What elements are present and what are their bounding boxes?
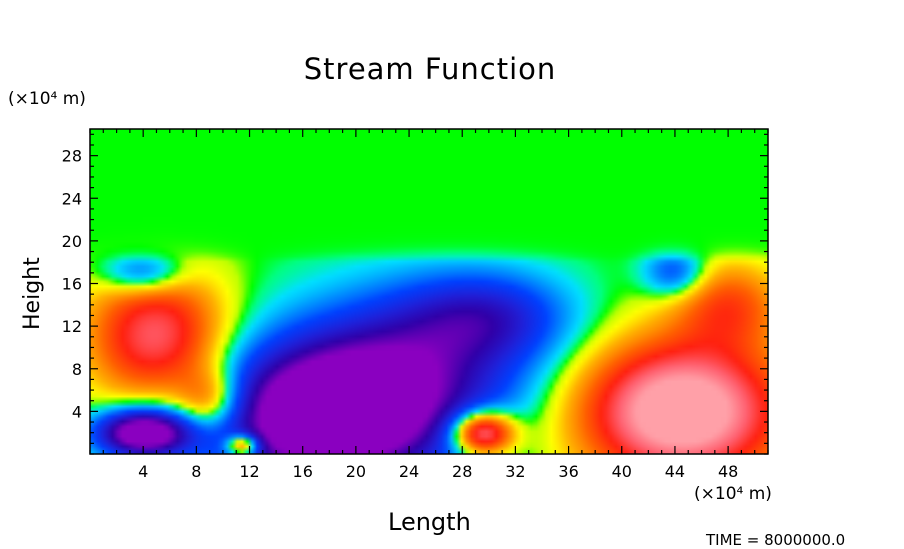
y-axis-unit: (×10⁴ m) — [8, 89, 86, 109]
chart-title: Stream Function — [303, 52, 557, 86]
x-tick-label: 20 — [346, 462, 366, 481]
stream-function-field — [90, 129, 768, 454]
y-tick-label: 16 — [62, 275, 82, 294]
y-tick-label: 4 — [72, 402, 82, 421]
x-tick-label: 48 — [718, 462, 738, 481]
x-tick-label: 4 — [138, 462, 148, 481]
x-tick-label: 16 — [293, 462, 313, 481]
x-tick-label: 24 — [399, 462, 419, 481]
y-tick-label: 28 — [62, 147, 82, 166]
x-tick-label: 12 — [239, 462, 259, 481]
x-tick-label: 8 — [191, 462, 201, 481]
y-tick-label: 24 — [62, 189, 82, 208]
x-tick-label: 36 — [558, 462, 578, 481]
x-tick-label: 40 — [612, 462, 632, 481]
x-axis-unit: (×10⁴ m) — [694, 484, 772, 504]
x-axis-label: Length — [388, 508, 471, 536]
plot-frame — [89, 128, 769, 455]
x-tick-label: 28 — [452, 462, 472, 481]
y-tick-label: 12 — [62, 317, 82, 336]
y-tick-label: 8 — [72, 360, 82, 379]
x-tick-label: 32 — [505, 462, 525, 481]
y-tick-label: 20 — [62, 232, 82, 251]
x-tick-label: 44 — [665, 462, 685, 481]
